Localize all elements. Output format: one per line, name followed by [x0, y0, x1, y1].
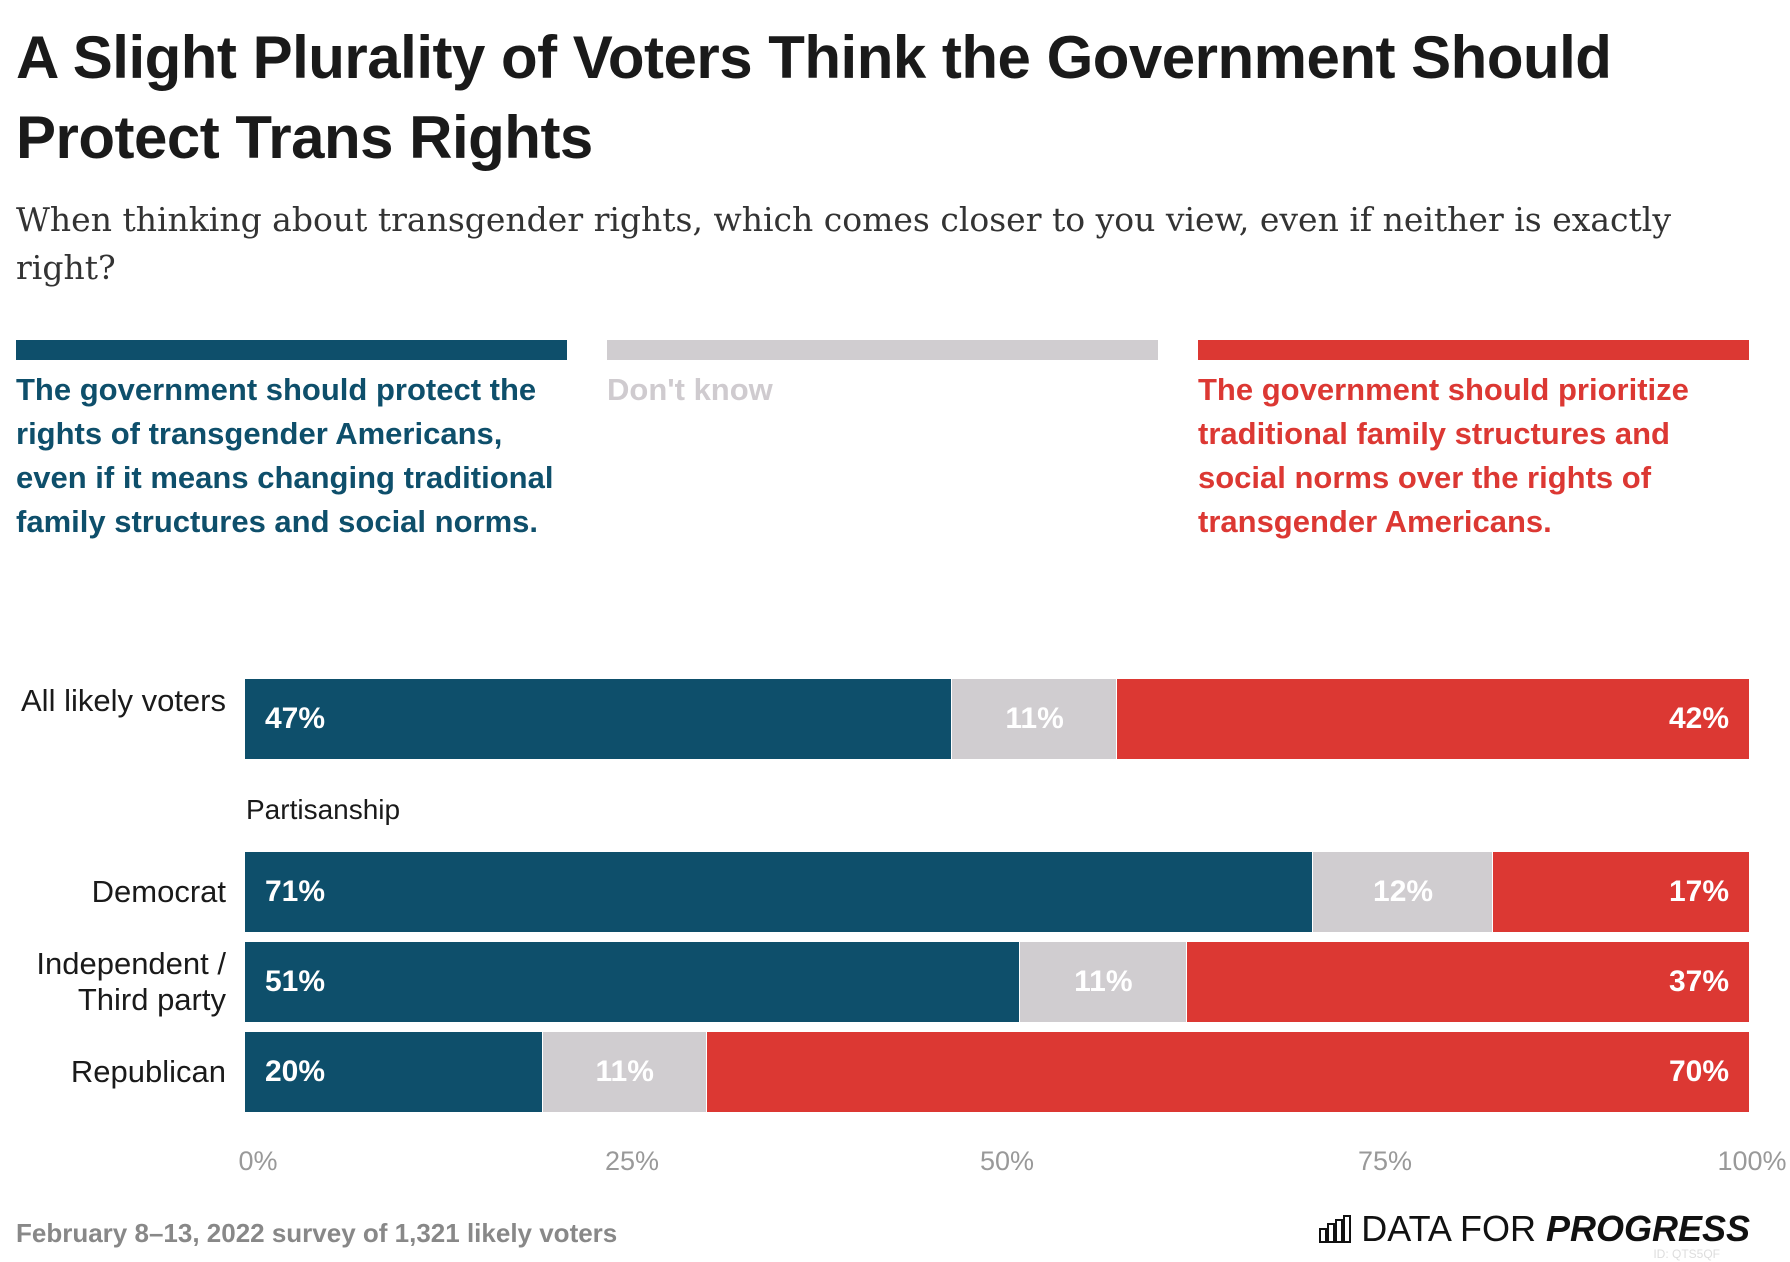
data-label: 11%	[1005, 702, 1064, 735]
logo-text-bold: PROGRESS	[1545, 1208, 1750, 1249]
legend-swatch	[16, 340, 567, 360]
bar-segment-dont-know	[542, 1032, 706, 1112]
chart-subtitle: When thinking about transgender rights, …	[16, 200, 1671, 287]
row-label: All likely voters	[21, 683, 226, 718]
bar-segment-prioritize	[706, 1032, 1749, 1112]
bar-segment-prioritize	[1186, 942, 1749, 1022]
legend-label: The government should prioritize traditi…	[1198, 372, 1689, 539]
x-tick: 75%	[1357, 1146, 1413, 1176]
bar-segment-prioritize	[1117, 679, 1749, 759]
bar-segment-protect	[245, 852, 1312, 932]
legend-swatch	[607, 340, 1158, 360]
row-label: Independent / Third party	[36, 946, 226, 1017]
data-label: 37%	[1668, 965, 1729, 998]
bar-segment-protect	[245, 679, 951, 759]
chart-title: A Slight Plurality of Voters Think the G…	[16, 24, 1612, 171]
data-label: 12%	[1373, 875, 1434, 908]
data-label: 51%	[265, 965, 326, 998]
logo: DATA FOR PROGRESS	[1319, 1208, 1750, 1250]
bar-chart-icon	[1319, 1215, 1352, 1243]
bar-segment-dont-know	[951, 679, 1117, 759]
legend-item-protect: The government should protect the rights…	[16, 340, 567, 544]
row-label: Democrat	[91, 874, 226, 909]
data-label: 11%	[595, 1055, 654, 1088]
bar-segment-prioritize	[1493, 852, 1749, 932]
x-tick: 0%	[238, 1146, 278, 1176]
survey-note: February 8–13, 2022 survey of 1,321 like…	[16, 1218, 618, 1248]
x-tick: 25%	[604, 1146, 660, 1176]
legend-item-dont-know: Don't know	[607, 340, 1158, 412]
logo-text-light: DATA FOR	[1361, 1208, 1536, 1249]
data-label: 47%	[265, 702, 326, 735]
legend-item-prioritize: The government should prioritize traditi…	[1198, 340, 1749, 544]
x-tick: 50%	[979, 1146, 1035, 1176]
bar-segment-protect	[245, 1032, 542, 1112]
row-label: Republican	[70, 1054, 226, 1089]
legend-swatch	[1198, 340, 1749, 360]
data-label: 11%	[1074, 965, 1133, 998]
data-label: 20%	[265, 1055, 326, 1088]
x-tick: 100%	[1717, 1146, 1787, 1176]
data-label: 71%	[265, 875, 326, 908]
data-label: 42%	[1668, 702, 1729, 735]
bar-segment-protect	[245, 942, 1019, 1022]
chart-id: ID: QTS5QF	[1653, 1247, 1720, 1261]
data-label: 17%	[1668, 875, 1729, 908]
bar-segment-dont-know	[1312, 852, 1493, 932]
legend-label: Don't know	[607, 372, 773, 407]
bar-segment-dont-know	[1019, 942, 1186, 1022]
data-label: 70%	[1668, 1055, 1729, 1088]
legend-label: The government should protect the rights…	[16, 372, 554, 539]
group-label: Partisanship	[246, 794, 401, 825]
